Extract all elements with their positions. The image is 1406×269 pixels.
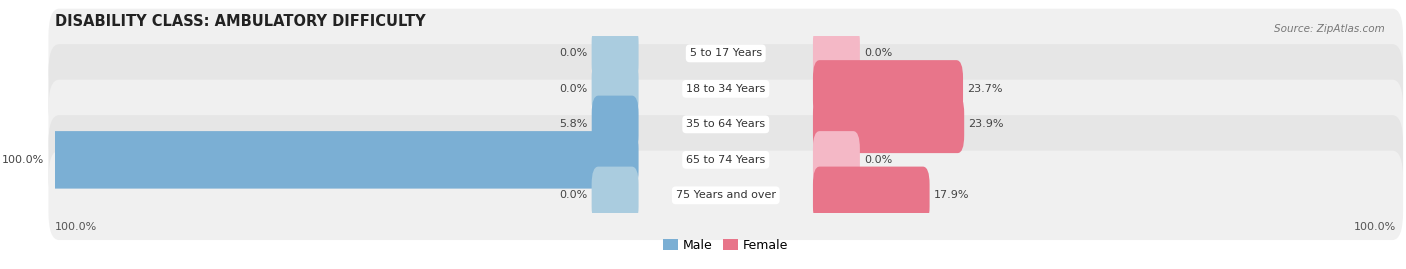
- FancyBboxPatch shape: [48, 80, 1403, 169]
- FancyBboxPatch shape: [48, 44, 1403, 134]
- FancyBboxPatch shape: [813, 95, 965, 153]
- Text: 23.9%: 23.9%: [969, 119, 1004, 129]
- Text: 5 to 17 Years: 5 to 17 Years: [690, 48, 762, 58]
- Text: 0.0%: 0.0%: [863, 155, 893, 165]
- FancyBboxPatch shape: [48, 9, 1403, 98]
- FancyBboxPatch shape: [813, 60, 963, 118]
- FancyBboxPatch shape: [813, 167, 929, 224]
- Text: 100.0%: 100.0%: [55, 222, 97, 232]
- FancyBboxPatch shape: [592, 95, 638, 153]
- FancyBboxPatch shape: [813, 131, 860, 189]
- FancyBboxPatch shape: [813, 25, 860, 82]
- Text: 17.9%: 17.9%: [934, 190, 969, 200]
- FancyBboxPatch shape: [592, 167, 638, 224]
- Text: 5.8%: 5.8%: [560, 119, 588, 129]
- FancyBboxPatch shape: [48, 151, 1403, 240]
- Text: 0.0%: 0.0%: [560, 84, 588, 94]
- FancyBboxPatch shape: [48, 131, 638, 189]
- Text: 65 to 74 Years: 65 to 74 Years: [686, 155, 765, 165]
- Text: DISABILITY CLASS: AMBULATORY DIFFICULTY: DISABILITY CLASS: AMBULATORY DIFFICULTY: [55, 14, 426, 29]
- Text: 0.0%: 0.0%: [560, 48, 588, 58]
- FancyBboxPatch shape: [592, 60, 638, 118]
- Legend: Male, Female: Male, Female: [658, 233, 793, 257]
- Text: 75 Years and over: 75 Years and over: [676, 190, 776, 200]
- Text: 35 to 64 Years: 35 to 64 Years: [686, 119, 765, 129]
- FancyBboxPatch shape: [592, 25, 638, 82]
- Text: 0.0%: 0.0%: [863, 48, 893, 58]
- Text: 0.0%: 0.0%: [560, 190, 588, 200]
- Text: 18 to 34 Years: 18 to 34 Years: [686, 84, 765, 94]
- FancyBboxPatch shape: [48, 115, 1403, 204]
- Text: 100.0%: 100.0%: [3, 155, 45, 165]
- Text: Source: ZipAtlas.com: Source: ZipAtlas.com: [1274, 24, 1385, 34]
- Text: 23.7%: 23.7%: [967, 84, 1002, 94]
- Text: 100.0%: 100.0%: [1354, 222, 1396, 232]
